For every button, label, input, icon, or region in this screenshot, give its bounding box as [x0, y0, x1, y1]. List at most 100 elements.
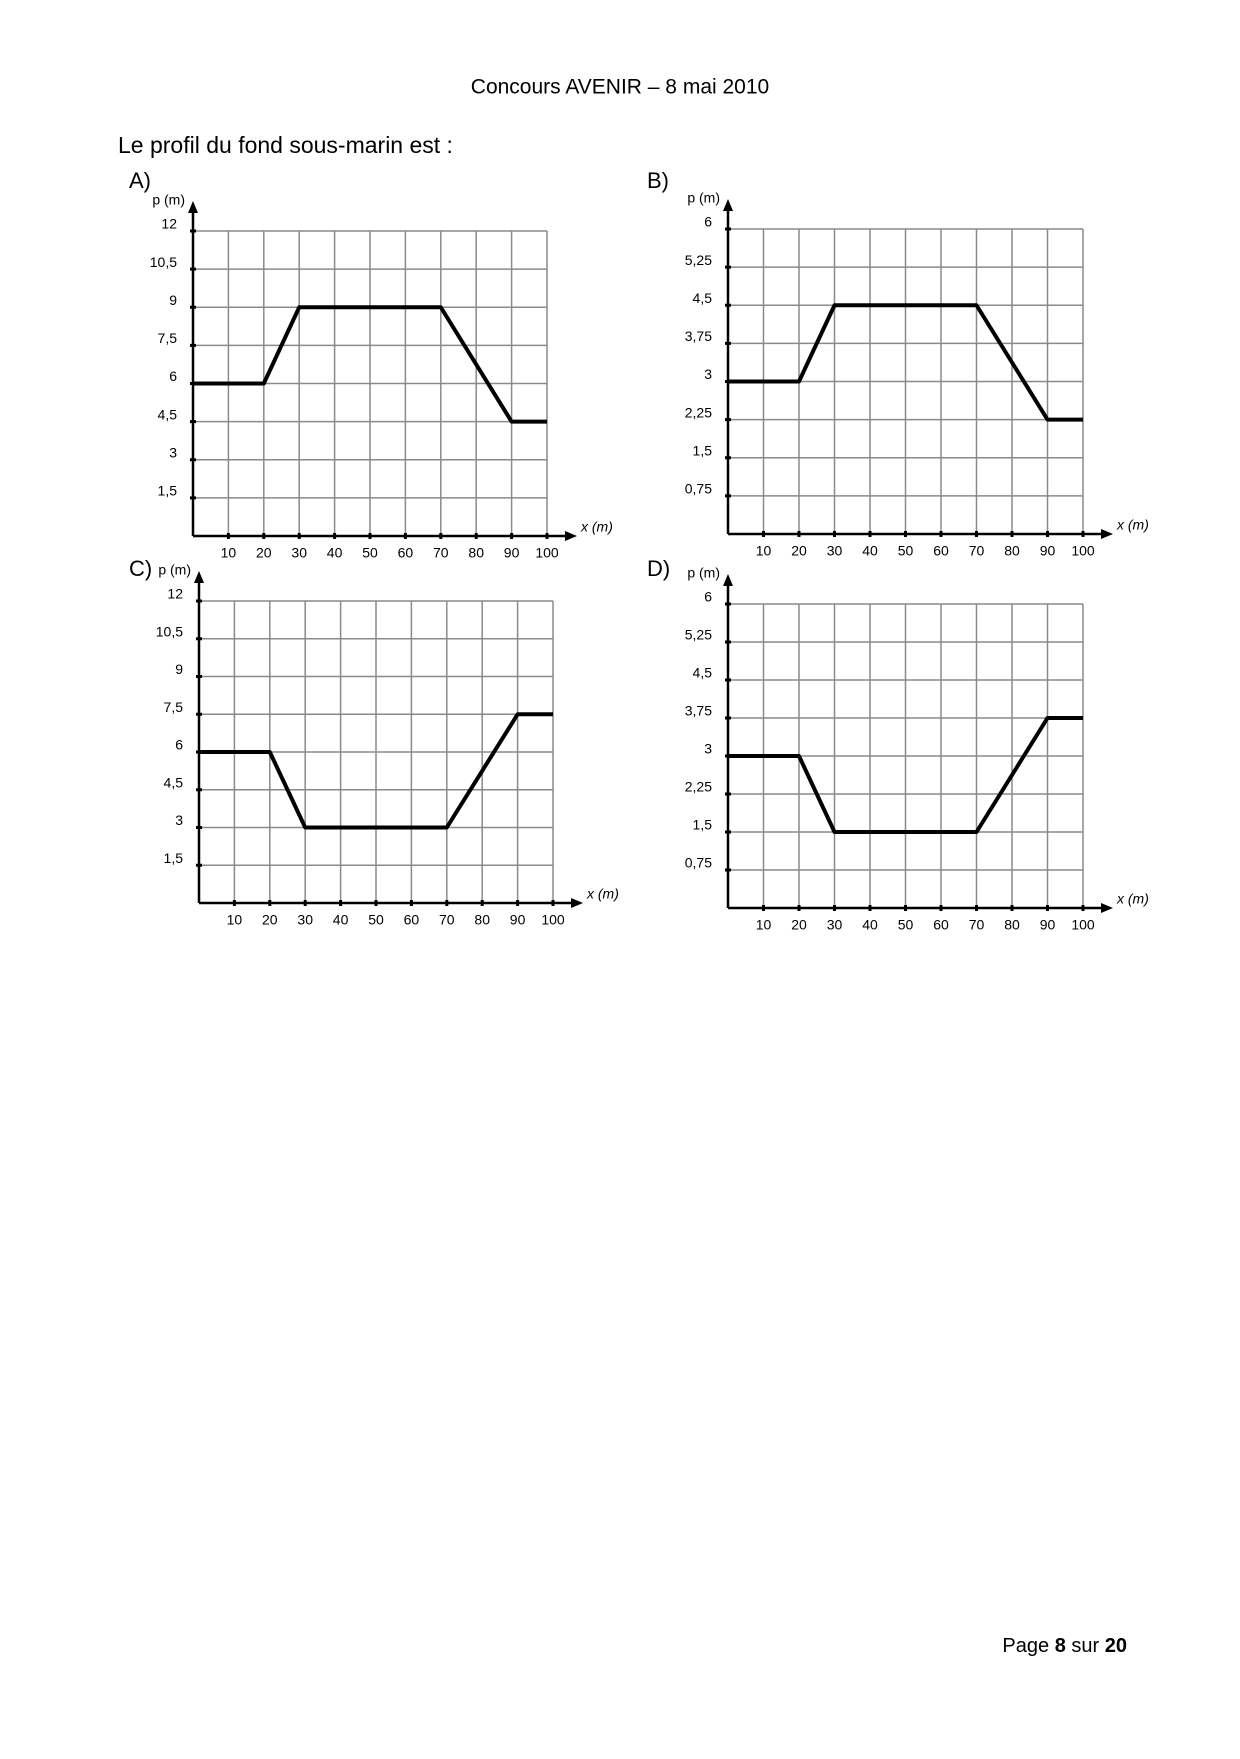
x-tick-label: 80 [1004, 917, 1020, 933]
x-axis-label: x (m) [1116, 517, 1149, 533]
footer-prefix: Page [1002, 1635, 1049, 1657]
profile-line [728, 716, 1083, 834]
y-tick-label: 2,25 [685, 779, 712, 795]
x-tick-label: 90 [1040, 917, 1056, 933]
x-tick-label: 30 [291, 545, 307, 561]
y-tick-label: 10,5 [150, 254, 177, 270]
y-tick-label: 6 [175, 737, 183, 753]
x-tick-label: 50 [362, 545, 378, 561]
x-tick-label: 30 [297, 912, 313, 928]
y-tick-label: 3,75 [685, 328, 712, 344]
y-axis-label: p (m) [158, 562, 191, 578]
x-tick-label: 20 [791, 917, 807, 933]
x-tick-label: 90 [504, 545, 520, 561]
x-tick-label: 10 [756, 543, 772, 559]
x-axis-arrow [565, 531, 577, 541]
y-tick-label: 3 [169, 444, 177, 460]
y-tick-label: 5,25 [685, 252, 712, 268]
y-axis-arrow [723, 574, 733, 586]
y-tick-label: 12 [161, 216, 177, 232]
panel-label: B) [647, 168, 669, 193]
x-tick-label: 50 [368, 912, 384, 928]
y-axis-label: p (m) [687, 565, 720, 581]
y-tick-label: 2,25 [685, 404, 712, 420]
y-tick-label: 3 [704, 366, 712, 382]
y-tick-label: 4,5 [693, 665, 713, 681]
y-tick-label: 3 [175, 812, 183, 828]
panel-label: A) [129, 168, 151, 193]
y-tick-label: 5,25 [685, 627, 712, 643]
y-tick-label: 9 [169, 292, 177, 308]
y-tick-label: 12 [167, 586, 183, 602]
x-tick-label: 40 [327, 545, 343, 561]
x-tick-label: 60 [933, 917, 949, 933]
x-tick-label: 60 [398, 545, 414, 561]
x-axis-label: x (m) [1116, 891, 1149, 907]
x-tick-label: 80 [468, 545, 484, 561]
x-tick-label: 20 [262, 912, 278, 928]
footer-middle: sur [1071, 1635, 1099, 1657]
y-tick-label: 1,5 [158, 483, 178, 499]
y-tick-label: 1,5 [693, 442, 713, 458]
x-tick-label: 30 [827, 917, 843, 933]
x-tick-label: 20 [791, 543, 807, 559]
y-axis-arrow [194, 571, 204, 583]
panel-label: D) [647, 556, 670, 581]
question: Le profil du fond sous-marin est : [118, 132, 453, 158]
y-axis-label: p (m) [687, 190, 720, 206]
footer: Page 8 sur 20 [1002, 1635, 1127, 1657]
y-tick-label: 0,75 [685, 481, 712, 497]
x-tick-label: 10 [756, 917, 772, 933]
x-tick-label: 10 [227, 912, 243, 928]
x-tick-label: 60 [933, 543, 949, 559]
y-tick-label: 6 [704, 589, 712, 605]
x-tick-label: 40 [862, 543, 878, 559]
x-tick-label: 90 [510, 912, 526, 928]
y-tick-label: 7,5 [164, 699, 184, 715]
y-tick-label: 4,5 [693, 290, 713, 306]
y-tick-label: 3 [704, 741, 712, 757]
footer-page: 8 [1055, 1635, 1066, 1657]
x-tick-label: 70 [969, 917, 985, 933]
x-tick-label: 80 [474, 912, 490, 928]
x-tick-label: 100 [535, 545, 559, 561]
y-tick-label: 4,5 [164, 774, 184, 790]
x-tick-label: 50 [898, 917, 914, 933]
y-axis-label: p (m) [152, 192, 185, 208]
x-axis-label: x (m) [586, 886, 619, 902]
x-tick-label: 70 [969, 543, 985, 559]
y-tick-label: 1,5 [693, 817, 713, 833]
y-tick-label: 6 [704, 214, 712, 230]
x-axis-arrow [571, 898, 583, 908]
x-axis-label: x (m) [580, 519, 613, 535]
x-tick-label: 10 [221, 545, 237, 561]
x-axis-arrow [1101, 529, 1113, 539]
y-tick-label: 10,5 [156, 623, 183, 639]
y-tick-label: 7,5 [158, 330, 178, 346]
x-tick-label: 40 [333, 912, 349, 928]
profile-line [728, 303, 1083, 422]
y-axis-arrow [723, 199, 733, 211]
panel-label: C) [129, 556, 152, 581]
x-tick-label: 100 [1071, 917, 1095, 933]
y-tick-label: 1,5 [164, 850, 184, 866]
x-tick-label: 90 [1040, 543, 1056, 559]
x-tick-label: 30 [827, 543, 843, 559]
x-tick-label: 60 [404, 912, 420, 928]
profile-line [193, 305, 547, 424]
footer-total: 20 [1105, 1635, 1127, 1657]
header: Concours AVENIR – 8 mai 2010 [471, 76, 769, 99]
x-tick-label: 70 [433, 545, 449, 561]
x-tick-label: 20 [256, 545, 272, 561]
x-tick-label: 50 [898, 543, 914, 559]
profile-line [199, 712, 553, 830]
x-tick-label: 100 [541, 912, 565, 928]
y-tick-label: 9 [175, 661, 183, 677]
y-tick-label: 3,75 [685, 703, 712, 719]
y-tick-label: 0,75 [685, 855, 712, 871]
x-tick-label: 100 [1071, 543, 1095, 559]
x-tick-label: 80 [1004, 543, 1020, 559]
x-axis-arrow [1101, 903, 1113, 913]
